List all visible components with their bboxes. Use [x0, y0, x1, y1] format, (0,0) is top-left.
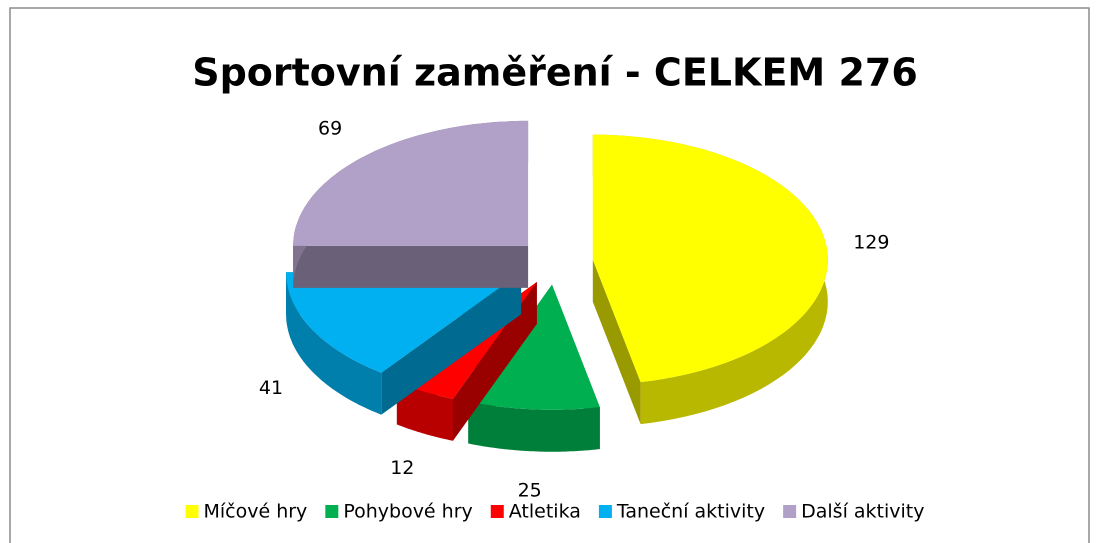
pie-slice: [293, 120, 529, 288]
data-label: 25: [518, 480, 542, 502]
legend-label: Taneční aktivity: [616, 501, 765, 523]
legend-swatch: [490, 505, 504, 518]
slice-side: [293, 245, 529, 288]
slice-wall: [286, 272, 382, 415]
pie-slice: [592, 134, 828, 425]
legend-item: Další aktivity: [783, 501, 925, 523]
slice-wall: [396, 382, 453, 441]
slice-top: [592, 134, 828, 383]
data-label: 69: [318, 118, 342, 140]
legend-label: Míčové hry: [203, 501, 307, 523]
legend-swatch: [598, 505, 612, 518]
data-label: 129: [853, 231, 889, 253]
slice-top: [293, 120, 529, 246]
legend-item: Míčové hry: [185, 501, 307, 523]
legend-swatch: [783, 505, 797, 518]
legend-item: Atletika: [490, 501, 581, 523]
legend-item: Taneční aktivity: [598, 501, 765, 523]
data-label: 12: [390, 457, 414, 479]
chart-title: Sportovní zaměření - CELKEM 276: [192, 51, 918, 95]
legend-item: Pohybové hry: [325, 501, 473, 523]
legend-label: Pohybové hry: [343, 501, 472, 523]
legend-swatch: [185, 505, 199, 518]
legend-label: Atletika: [509, 501, 581, 523]
slice-top: [468, 284, 600, 410]
legend-swatch: [325, 505, 339, 518]
slice-side: [592, 259, 641, 425]
legend-label: Další aktivity: [801, 501, 924, 523]
data-label: 41: [259, 377, 283, 399]
slice-wall: [468, 401, 600, 452]
slice-top: [286, 272, 522, 373]
chart-frame: [9, 7, 1090, 543]
